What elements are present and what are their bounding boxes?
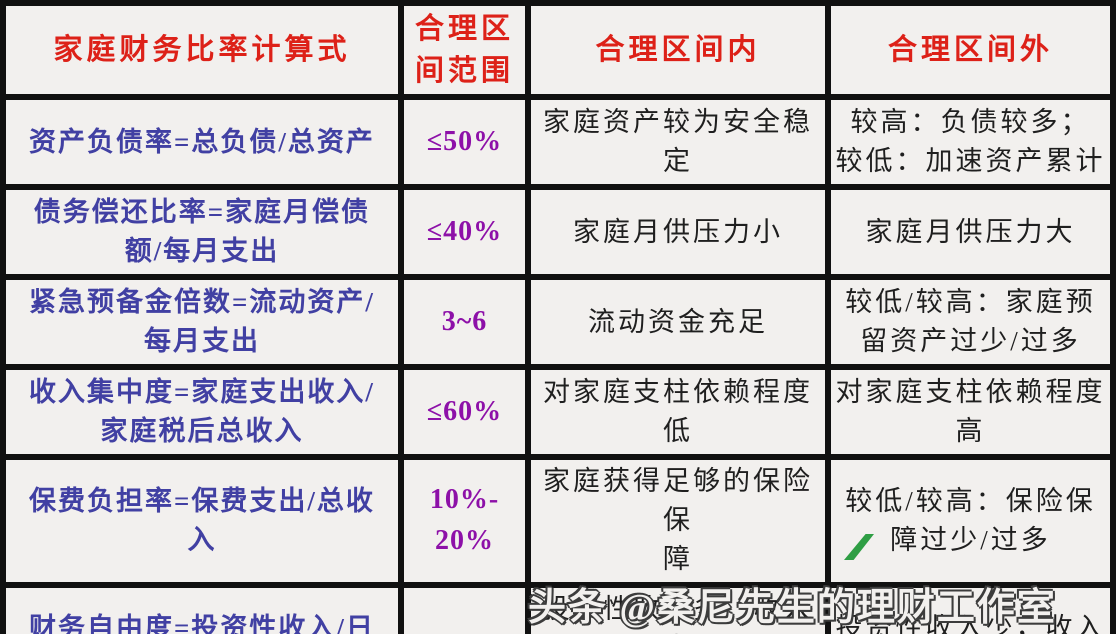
outside-cell: 对家庭支柱依赖程度 高 — [825, 364, 1116, 461]
outside-cell: 投资性收入少，收入 来源单一 — [825, 581, 1116, 634]
range-cell: ≤60% — [398, 364, 531, 461]
watermark-text: 头条 @桑尼先生的理财工作室 — [528, 587, 1057, 629]
table-header-row: 家庭财务比率计算式 合理区 间范围 合理区间内 合理区间外 — [0, 0, 1116, 101]
within-cell: 流动资金充足 — [525, 274, 831, 371]
outside-cell: 家庭月供压力大 — [825, 184, 1116, 281]
table-row: 紧急预备金倍数=流动资产/ 每月支出 3~6 流动资金充足 较低/较高：家庭预 … — [0, 274, 1116, 371]
outside-cell: 较高：负债较多； 较低：加速资产累计 — [825, 94, 1116, 191]
within-cell: 对家庭支柱依赖程度低 — [525, 364, 831, 461]
outside-cell: 较低/较高：家庭预 留资产过少/过多 — [825, 274, 1116, 371]
range-cell: 3~6 — [398, 274, 531, 371]
formula-cell: 保费负担率=保费支出/总收 入 — [0, 454, 404, 588]
within-cell: 家庭获得足够的保险保 障 — [525, 454, 831, 588]
table-row: 保费负担率=保费支出/总收 入 10%- 20% 家庭获得足够的保险保 障 较低… — [0, 454, 1116, 588]
table-row: 债务偿还比率=家庭月偿债 额/每月支出 ≤40% 家庭月供压力小 家庭月供压力大 — [0, 184, 1116, 281]
formula-cell: 资产负债率=总负债/总资产 — [0, 94, 404, 191]
range-cell: >30% — [398, 581, 531, 634]
range-cell: ≤50% — [398, 94, 531, 191]
within-cell: 家庭月供压力小 — [525, 184, 831, 281]
within-cell: 家庭资产较为安全稳定 — [525, 94, 831, 191]
formula-cell: 债务偿还比率=家庭月偿债 额/每月支出 — [0, 184, 404, 281]
within-cell: 投资性收入多，收入来 源广 — [525, 581, 831, 634]
range-cell: ≤40% — [398, 184, 531, 281]
outside-cell: 较低/较高：保险保 障过少/过多 — [825, 454, 1116, 588]
range-cell: 10%- 20% — [398, 454, 531, 588]
column-header-formula: 家庭财务比率计算式 — [0, 0, 404, 101]
column-header-outside: 合理区间外 — [825, 0, 1116, 101]
column-header-within: 合理区间内 — [525, 0, 831, 101]
formula-cell: 紧急预备金倍数=流动资产/ 每月支出 — [0, 274, 404, 371]
table-row: 收入集中度=家庭支出收入/ 家庭税后总收入 ≤60% 对家庭支柱依赖程度低 对家… — [0, 364, 1116, 461]
formula-cell: 收入集中度=家庭支出收入/ 家庭税后总收入 — [0, 364, 404, 461]
table-row: 财务自由度=投资性收入/日 常支出 >30% 投资性收入多，收入来 源广 投资性… — [0, 581, 1116, 634]
formula-cell: 财务自由度=投资性收入/日 常支出 — [0, 581, 404, 634]
table-row: 资产负债率=总负债/总资产 ≤50% 家庭资产较为安全稳定 较高：负债较多； 较… — [0, 94, 1116, 191]
column-header-range: 合理区 间范围 — [398, 0, 531, 101]
